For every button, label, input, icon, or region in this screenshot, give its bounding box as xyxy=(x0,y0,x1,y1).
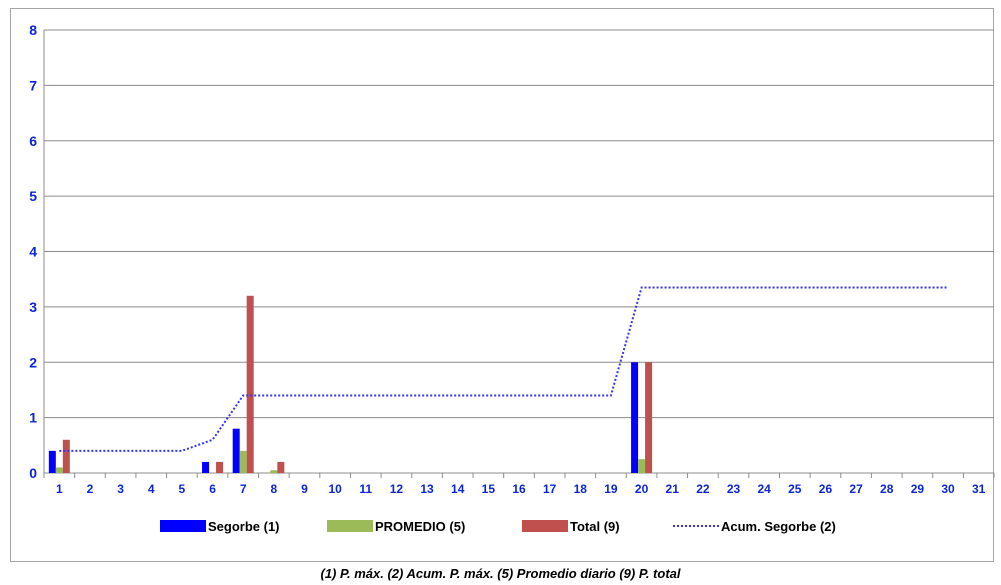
x-tick-label: 3 xyxy=(117,482,124,496)
bar-total-9 xyxy=(277,461,285,473)
x-tick-label: 18 xyxy=(574,482,588,496)
x-tick-label: 21 xyxy=(666,482,680,496)
legend-label: Total (9) xyxy=(570,519,620,534)
x-tick-label: 19 xyxy=(604,482,618,496)
x-tick-label: 14 xyxy=(451,482,465,496)
bar-segorbe-1 xyxy=(232,428,240,473)
legend-swatch-promedio-5 xyxy=(327,520,373,532)
bar-segorbe-1 xyxy=(48,450,56,473)
x-tick-label: 4 xyxy=(148,482,155,496)
x-tick-label: 17 xyxy=(543,482,557,496)
legend-swatch-total-9 xyxy=(522,520,568,532)
x-tick-label: 29 xyxy=(911,482,925,496)
legend-label: Segorbe (1) xyxy=(208,519,280,534)
y-tick-label: 2 xyxy=(29,354,37,370)
legend-swatch-segorbe-1 xyxy=(160,520,206,532)
bar-total-9 xyxy=(62,439,70,473)
x-tick-label: 10 xyxy=(328,482,342,496)
x-tick-label: 12 xyxy=(390,482,404,496)
bar-promedio-5 xyxy=(638,459,646,473)
x-tick-label: 30 xyxy=(941,482,955,496)
x-tick-label: 25 xyxy=(788,482,802,496)
bar-segorbe-1 xyxy=(631,362,639,473)
x-tick-label: 8 xyxy=(270,482,277,496)
x-tick-label: 24 xyxy=(757,482,771,496)
x-tick-label: 28 xyxy=(880,482,894,496)
x-tick-label: 31 xyxy=(972,482,986,496)
y-tick-label: 8 xyxy=(29,22,37,38)
x-tick-label: 7 xyxy=(240,482,247,496)
y-tick-label: 3 xyxy=(29,299,37,315)
y-tick-label: 6 xyxy=(29,133,37,149)
bar-total-9 xyxy=(216,461,224,473)
x-tick-label: 26 xyxy=(819,482,833,496)
x-tick-label: 15 xyxy=(482,482,496,496)
chart-area xyxy=(10,8,994,562)
x-tick-label: 27 xyxy=(849,482,863,496)
bar-promedio-5 xyxy=(270,470,278,473)
x-tick-label: 6 xyxy=(209,482,216,496)
x-tick-label: 20 xyxy=(635,482,649,496)
legend-label: Acum. Segorbe (2) xyxy=(721,519,836,534)
x-tick-label: 23 xyxy=(727,482,741,496)
x-tick-label: 2 xyxy=(87,482,94,496)
chart-footnote: (1) P. máx. (2) Acum. P. máx. (5) Promed… xyxy=(320,566,681,581)
y-tick-label: 4 xyxy=(29,244,37,260)
x-tick-label: 9 xyxy=(301,482,308,496)
x-tick-label: 1 xyxy=(56,482,63,496)
x-tick-label: 5 xyxy=(179,482,186,496)
y-tick-label: 5 xyxy=(29,188,37,204)
bar-promedio-5 xyxy=(55,467,63,473)
y-tick-label: 0 xyxy=(29,465,37,481)
bar-total-9 xyxy=(246,295,254,473)
line-acum-segorbe-2 xyxy=(59,286,949,452)
x-tick-label: 13 xyxy=(420,482,434,496)
legend-label: PROMEDIO (5) xyxy=(375,519,465,534)
x-tick-label: 11 xyxy=(359,482,372,496)
y-tick-label: 7 xyxy=(29,77,37,93)
bar-total-9 xyxy=(645,362,653,473)
bar-segorbe-1 xyxy=(202,461,210,473)
x-tick-label: 22 xyxy=(696,482,710,496)
bar-promedio-5 xyxy=(239,450,247,473)
x-tick-label: 16 xyxy=(512,482,526,496)
y-tick-label: 1 xyxy=(29,410,37,426)
